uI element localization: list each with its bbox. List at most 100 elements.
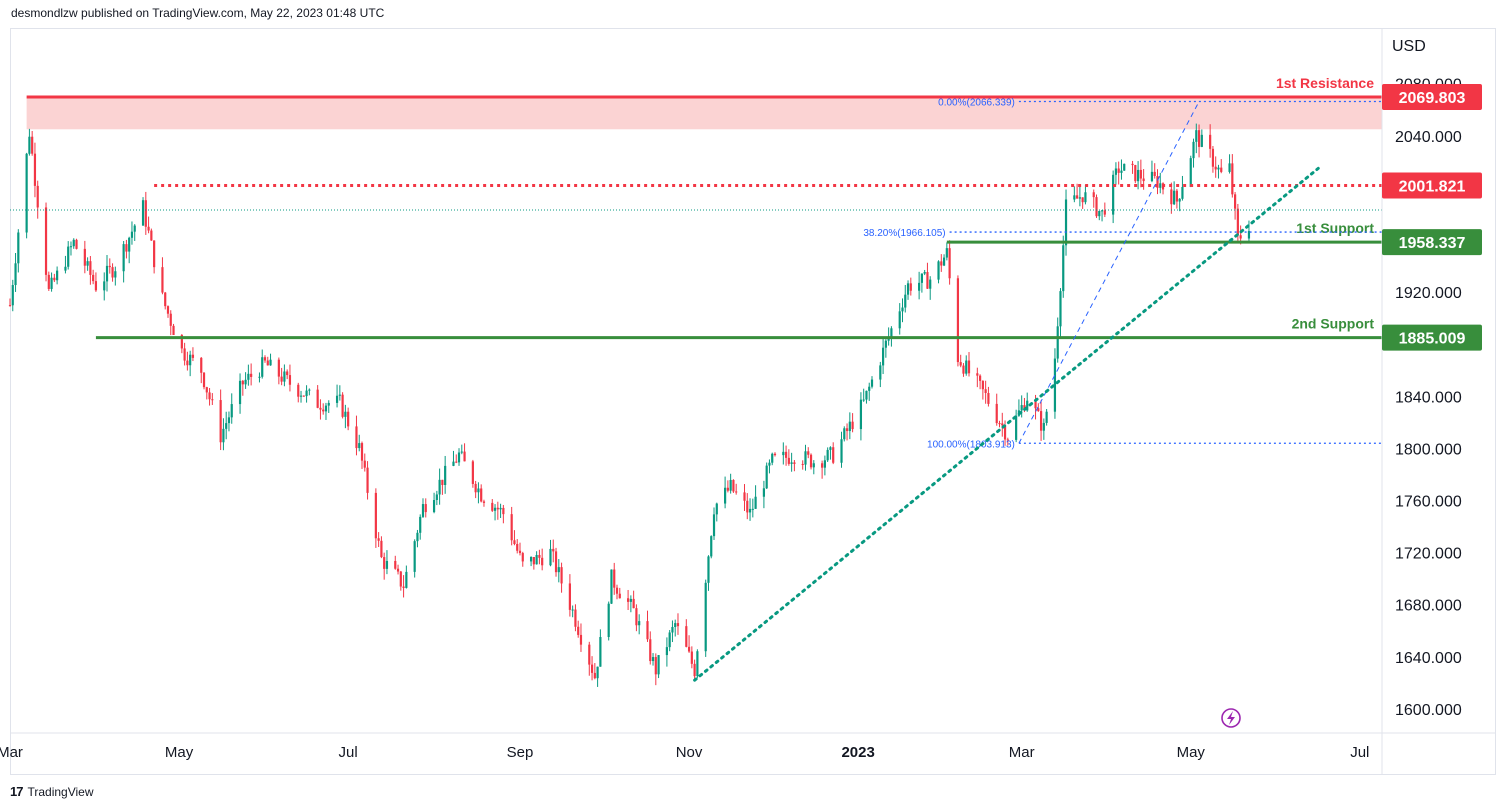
- candle-body: [868, 386, 871, 391]
- candle-body: [438, 479, 441, 495]
- candle-body: [169, 313, 172, 326]
- level-name: 1st Support: [1296, 220, 1374, 236]
- candle-body: [441, 479, 444, 486]
- candle-body: [521, 553, 524, 562]
- candle-body: [1123, 163, 1126, 171]
- candle-body: [1020, 405, 1023, 411]
- candle-body: [959, 362, 962, 366]
- candle-body: [499, 507, 502, 510]
- candle-body: [383, 557, 386, 569]
- time-tick-label: 2023: [841, 744, 874, 761]
- candle-body: [419, 516, 422, 533]
- candle-body: [1120, 170, 1123, 173]
- level-name: 1st Resistance: [1276, 75, 1374, 91]
- levels-layer: 1st Resistance 1st Support 2nd Support: [10, 75, 1382, 340]
- candle-body: [358, 443, 361, 449]
- candle-body: [898, 311, 901, 329]
- candle-body: [715, 503, 718, 515]
- candle-body: [1078, 197, 1081, 199]
- candle-body: [732, 479, 735, 492]
- price-badge-label: 1885.009: [1399, 331, 1466, 348]
- candle-body: [588, 644, 591, 665]
- candle-body: [712, 514, 716, 537]
- candle-body: [502, 507, 505, 515]
- candle-body: [513, 540, 516, 544]
- price-badge-label: 2001.821: [1399, 179, 1466, 196]
- price-tick-label: 1680.000: [1395, 598, 1462, 615]
- tradingview-logo-icon[interactable]: 17: [10, 784, 24, 799]
- candle-body: [579, 634, 583, 645]
- time-tick-label: Jul: [1350, 744, 1369, 761]
- candle-body: [75, 239, 78, 249]
- candle-body: [380, 540, 383, 558]
- candle-body: [879, 365, 882, 380]
- candle-body: [1247, 231, 1251, 239]
- candle-body: [396, 568, 400, 572]
- candle-body: [632, 598, 635, 609]
- candle-body: [859, 399, 863, 430]
- candle-body: [1175, 190, 1178, 202]
- candle-body: [987, 393, 990, 404]
- candle-body: [413, 541, 416, 572]
- candle-body: [211, 399, 214, 401]
- candle-body: [945, 248, 948, 258]
- candle-body: [979, 375, 982, 381]
- candle-body: [710, 536, 713, 557]
- candle-body: [83, 248, 86, 266]
- candle-body: [111, 267, 114, 278]
- candle-body: [286, 371, 289, 376]
- candle-body: [901, 307, 904, 312]
- candle-body: [377, 538, 380, 541]
- candle-body: [726, 487, 729, 491]
- candle-body: [258, 376, 261, 378]
- lightning-icon[interactable]: [1221, 708, 1241, 728]
- candle-body: [707, 556, 710, 583]
- candle-body: [299, 395, 303, 397]
- candle-body: [890, 328, 893, 337]
- candle-body: [432, 500, 436, 513]
- candle-body: [746, 500, 749, 513]
- candle-body: [518, 550, 522, 554]
- candle-body: [649, 639, 652, 662]
- fib-layer: 0.00%(2066.339) 38.20%(1966.105) 100.00%(1…: [863, 97, 1382, 450]
- candle-body: [823, 460, 826, 468]
- candle-body: [1056, 326, 1059, 359]
- candle-body: [626, 598, 630, 602]
- candle-body: [416, 532, 419, 542]
- candle-body: [186, 360, 189, 366]
- candle-body: [64, 266, 67, 271]
- candle-body: [14, 263, 17, 286]
- candle-body: [202, 372, 206, 388]
- chart-area[interactable]: [10, 28, 1496, 775]
- candle-body: [200, 357, 203, 373]
- candle-body: [1076, 195, 1079, 199]
- candle-body: [144, 200, 147, 227]
- candle-body: [496, 507, 499, 510]
- candle-body: [327, 402, 330, 406]
- fib-level-label: 0.00%(2066.339): [938, 97, 1015, 108]
- candle-body: [821, 463, 824, 468]
- candle-body: [222, 428, 225, 443]
- time-tick-label: May: [165, 744, 194, 761]
- fib-level-label: 100.00%(1803.913): [927, 439, 1015, 450]
- candle-body: [976, 373, 979, 376]
- candle-body: [735, 491, 738, 493]
- candle-body: [685, 626, 688, 647]
- candle-body: [153, 240, 156, 268]
- candle-body: [613, 569, 616, 588]
- candle-body: [1092, 192, 1095, 198]
- candle-body: [491, 502, 494, 511]
- candle-body: [128, 237, 131, 252]
- candle-body: [266, 360, 269, 366]
- candle-body: [8, 305, 12, 307]
- footer-brand: TradingView: [27, 784, 94, 799]
- candle-body: [729, 479, 732, 491]
- candle-body: [344, 411, 347, 417]
- candle-body: [754, 496, 757, 509]
- candle-body: [385, 560, 389, 569]
- candles-layer: [8, 123, 1251, 687]
- candle-body: [948, 248, 951, 279]
- candle-body: [596, 666, 599, 679]
- candle-body: [322, 409, 325, 412]
